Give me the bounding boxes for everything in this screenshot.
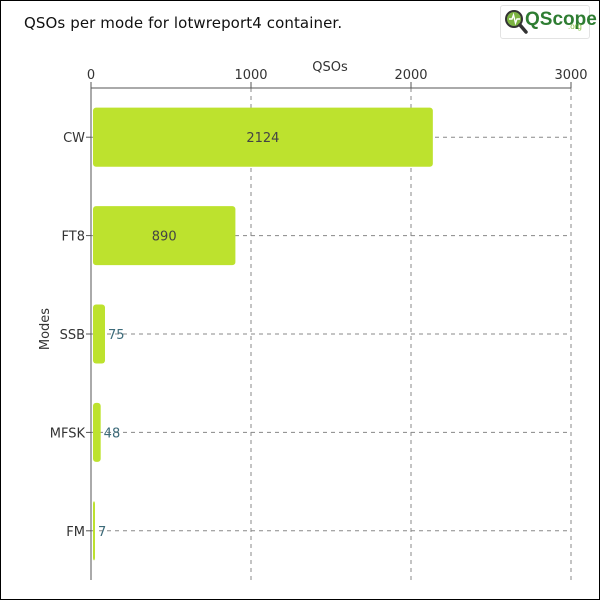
- data-label-mfsk: 48: [104, 426, 121, 441]
- y-axis-title: Modes: [38, 308, 53, 350]
- data-label-ssb: 75: [108, 328, 125, 343]
- y-tick-label-cw: CW: [63, 131, 85, 146]
- bar-ssb: [93, 304, 105, 364]
- bar-mfsk: [93, 402, 101, 462]
- bars: 2124 890 75 48 7: [93, 107, 433, 561]
- y-tick-label-ssb: SSB: [60, 328, 85, 343]
- logo-suffix: .org: [568, 22, 582, 31]
- data-label-fm: 7: [98, 525, 106, 540]
- bar-cw: [93, 107, 433, 167]
- data-label-cw: 2124: [246, 131, 279, 146]
- grid-lines: [91, 88, 572, 580]
- bar-ft8: [93, 206, 236, 266]
- axes: 0 1000 2000 3000 CW FT8 SSB MFSK FM: [50, 68, 588, 580]
- x-tick-label: 0: [87, 68, 95, 83]
- x-tick-label: 1000: [234, 68, 267, 83]
- qscope-logo: QScope .org: [500, 5, 597, 39]
- bar-fm: [93, 501, 95, 561]
- data-label-ft8: 890: [152, 230, 177, 245]
- logo-wordmark: QScope: [525, 9, 597, 30]
- x-tick-label: 2000: [394, 68, 427, 83]
- y-tick-label-ft8: FT8: [62, 230, 85, 245]
- y-tick-label-fm: FM: [66, 525, 85, 540]
- magnifier-icon: [505, 10, 528, 34]
- x-axis-title: QSOs: [312, 60, 348, 75]
- x-tick-label: 3000: [554, 68, 587, 83]
- y-tick-label-mfsk: MFSK: [50, 426, 86, 441]
- chart-title: QSOs per mode for lotwreport4 container.: [24, 14, 343, 32]
